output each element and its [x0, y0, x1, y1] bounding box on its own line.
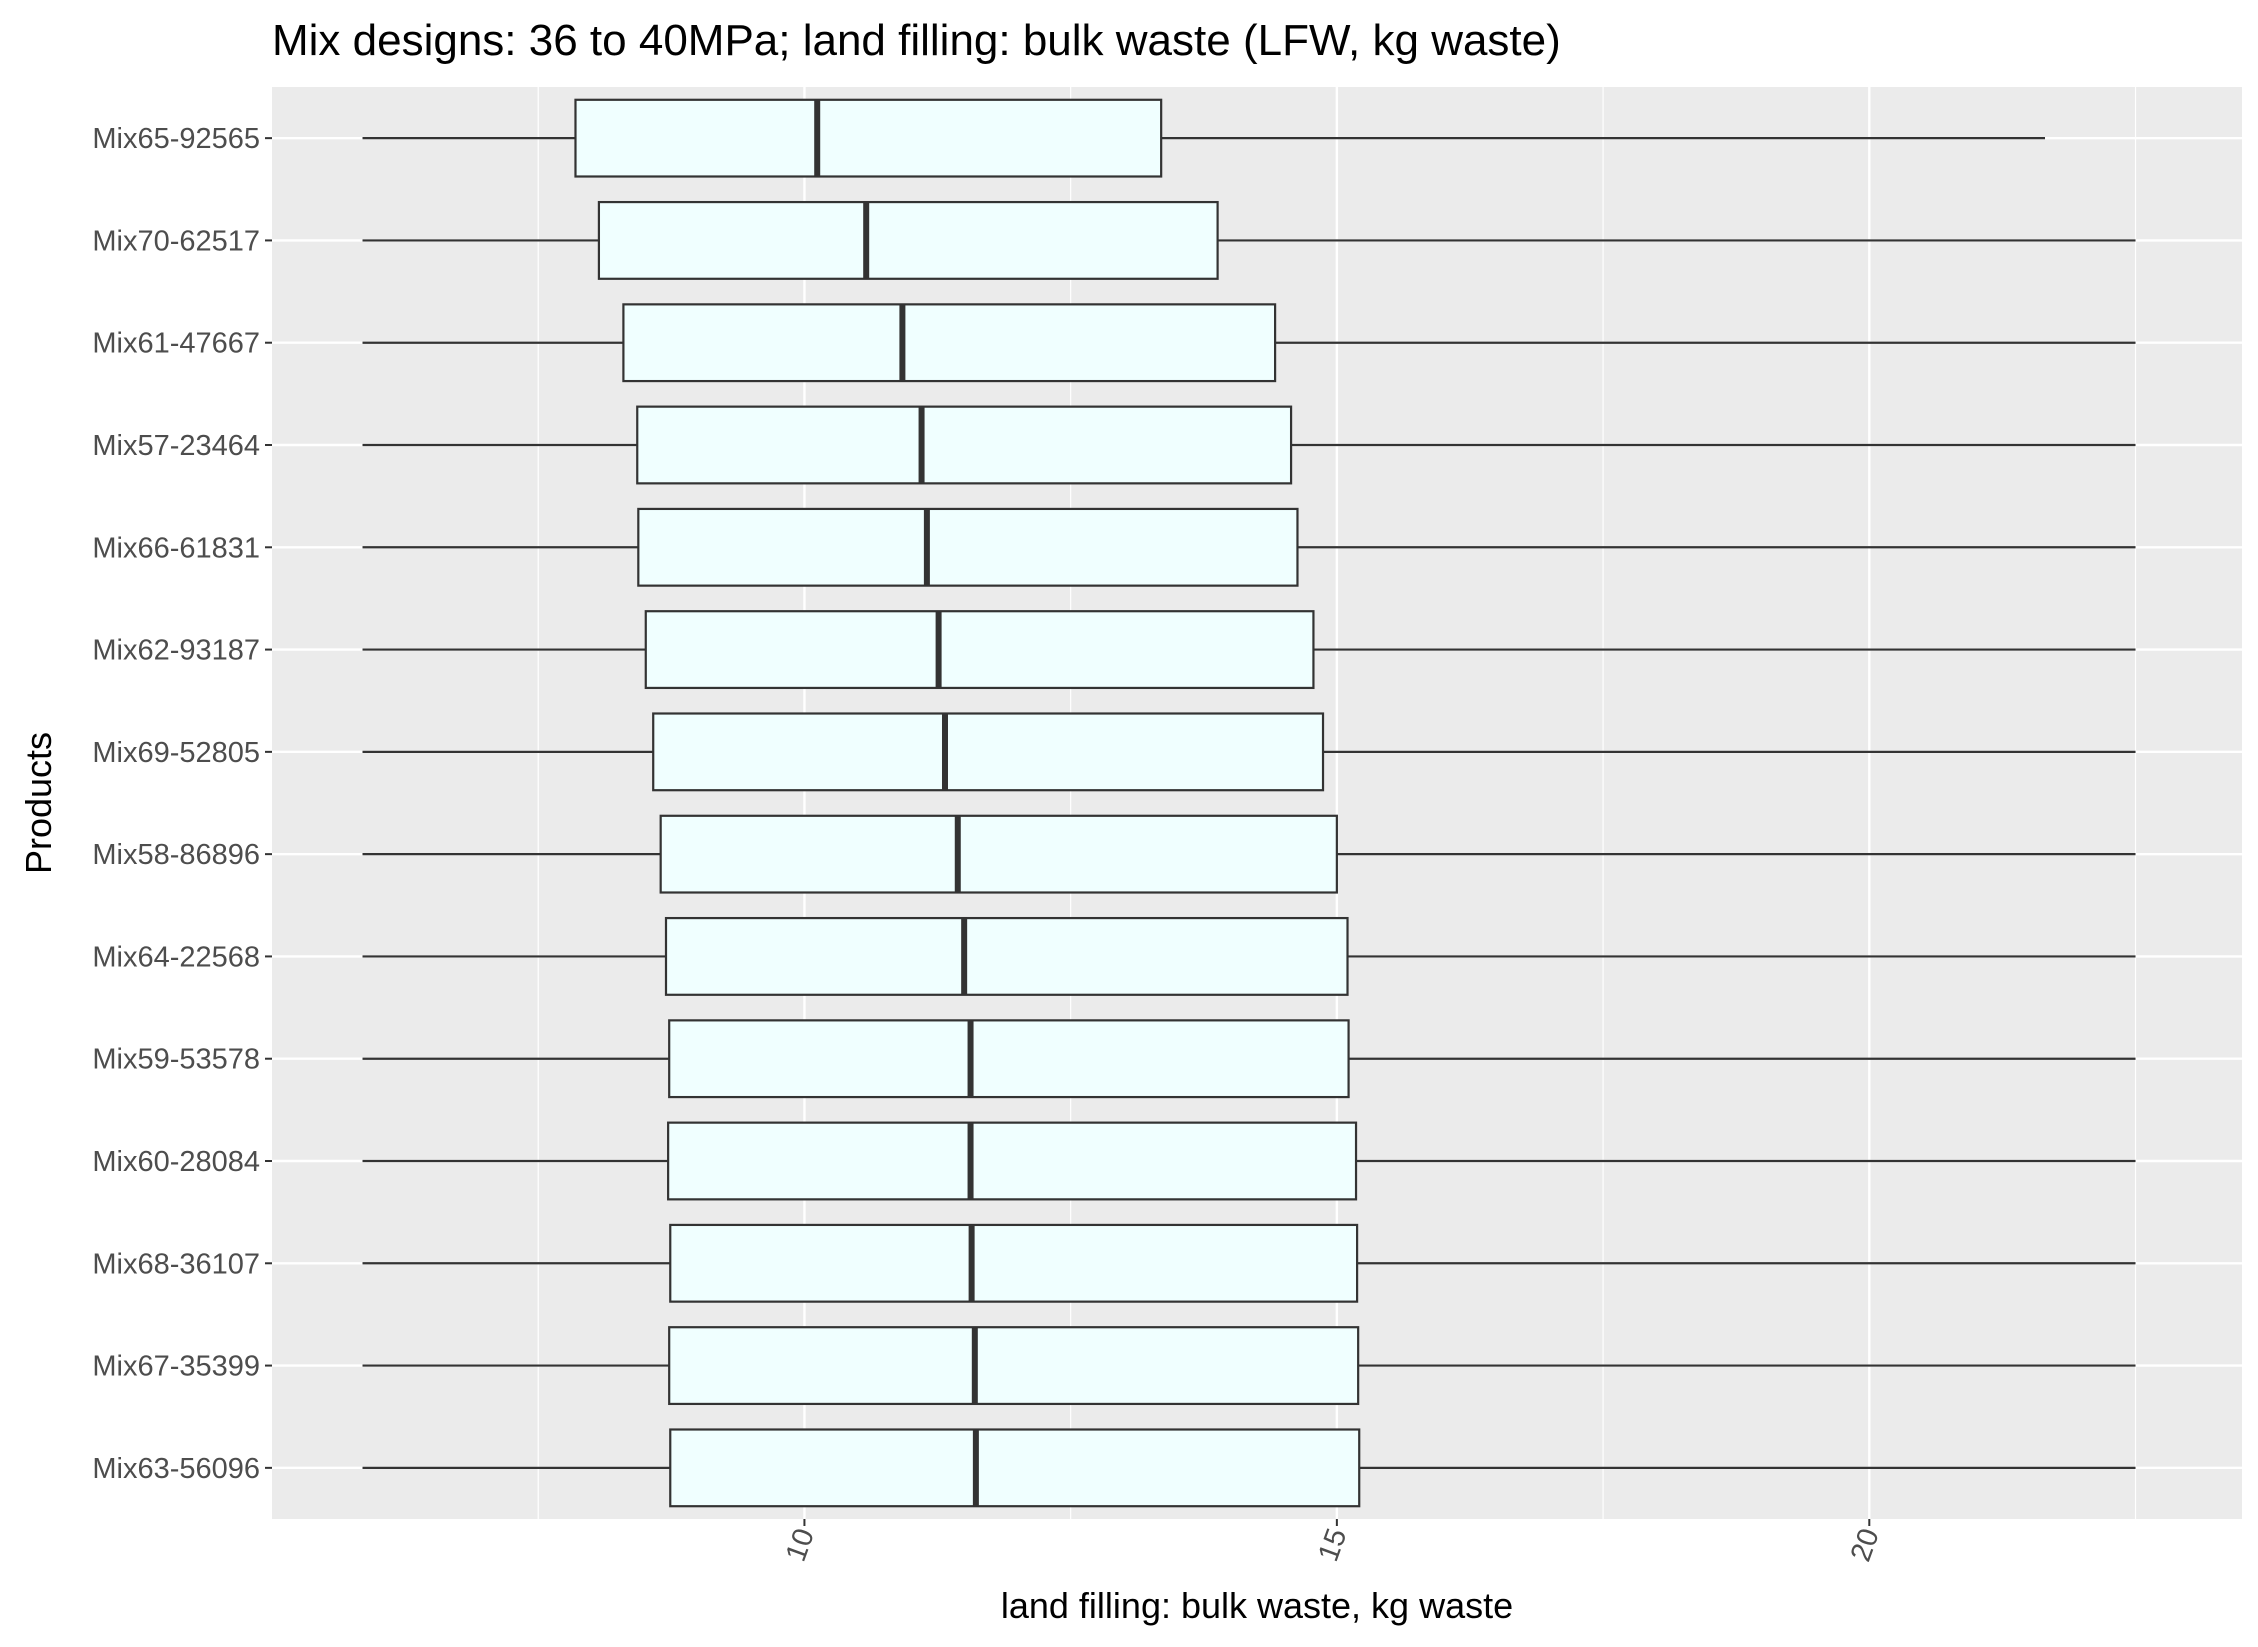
- boxes-layer: [362, 98, 2136, 1508]
- box-Mix61-47667: [362, 303, 2136, 383]
- y-tick-label: Mix63-56096: [92, 1453, 260, 1485]
- y-tick-label: Mix65-92565: [92, 123, 260, 155]
- iqr-box: [667, 1121, 1358, 1201]
- y-axis-title: Products: [18, 732, 59, 874]
- y-tick-label: Mix70-62517: [92, 225, 260, 257]
- iqr-box: [668, 1326, 1360, 1406]
- iqr-box: [636, 405, 1293, 485]
- box-Mix65-92565: [362, 98, 2045, 178]
- y-tick-label: Mix60-28084: [92, 1146, 260, 1178]
- iqr-box: [664, 916, 1349, 996]
- y-axis-tick-labels: Mix65-92565 Mix70-62517 Mix61-47667 Mix57-2…: [92, 123, 272, 1485]
- box-Mix59-53578: [362, 1019, 2136, 1099]
- box-Mix60-28084: [362, 1121, 2136, 1201]
- y-tick-label: Mix68-36107: [92, 1248, 260, 1280]
- y-tick-label: Mix57-23464: [92, 430, 260, 462]
- x-tick-label: 20: [1845, 1524, 1886, 1565]
- chart-title: Mix designs: 36 to 40MPa; land filling: …: [272, 16, 1561, 65]
- y-tick-label: Mix58-86896: [92, 839, 260, 871]
- box-Mix68-36107: [362, 1223, 2136, 1303]
- box-Mix66-61831: [362, 507, 2136, 587]
- y-tick-label: Mix59-53578: [92, 1044, 260, 1076]
- x-axis-title: land filling: bulk waste, kg waste: [1001, 1585, 1513, 1626]
- box-Mix70-62517: [362, 200, 2136, 280]
- box-Mix57-23464: [362, 405, 2136, 485]
- y-tick-label: Mix66-61831: [92, 532, 260, 564]
- x-axis-tick-labels: 10 15 20: [780, 1519, 1886, 1566]
- iqr-box: [659, 814, 1338, 894]
- x-tick-label: 10: [780, 1524, 821, 1565]
- box-Mix69-52805: [362, 712, 2136, 792]
- y-tick-label: Mix69-52805: [92, 737, 260, 769]
- iqr-box: [669, 1428, 1361, 1508]
- iqr-box: [597, 200, 1219, 280]
- iqr-box: [574, 98, 1163, 178]
- box-Mix67-35399: [362, 1326, 2136, 1406]
- plot-panel: [272, 87, 2242, 1519]
- y-tick-label: Mix61-47667: [92, 328, 260, 360]
- box-Mix64-22568: [362, 916, 2136, 996]
- iqr-box: [668, 1019, 1350, 1099]
- iqr-box: [652, 712, 1325, 792]
- box-Mix58-86896: [362, 814, 2136, 894]
- y-tick-label: Mix64-22568: [92, 941, 260, 973]
- box-Mix62-93187: [362, 610, 2136, 690]
- iqr-box: [644, 610, 1315, 690]
- box-Mix63-56096: [362, 1428, 2136, 1508]
- iqr-box: [669, 1223, 1359, 1303]
- iqr-box: [637, 507, 1299, 587]
- y-tick-label: Mix67-35399: [92, 1351, 260, 1383]
- x-tick-label: 15: [1312, 1524, 1353, 1565]
- iqr-box: [622, 303, 1277, 383]
- y-tick-label: Mix62-93187: [92, 635, 260, 667]
